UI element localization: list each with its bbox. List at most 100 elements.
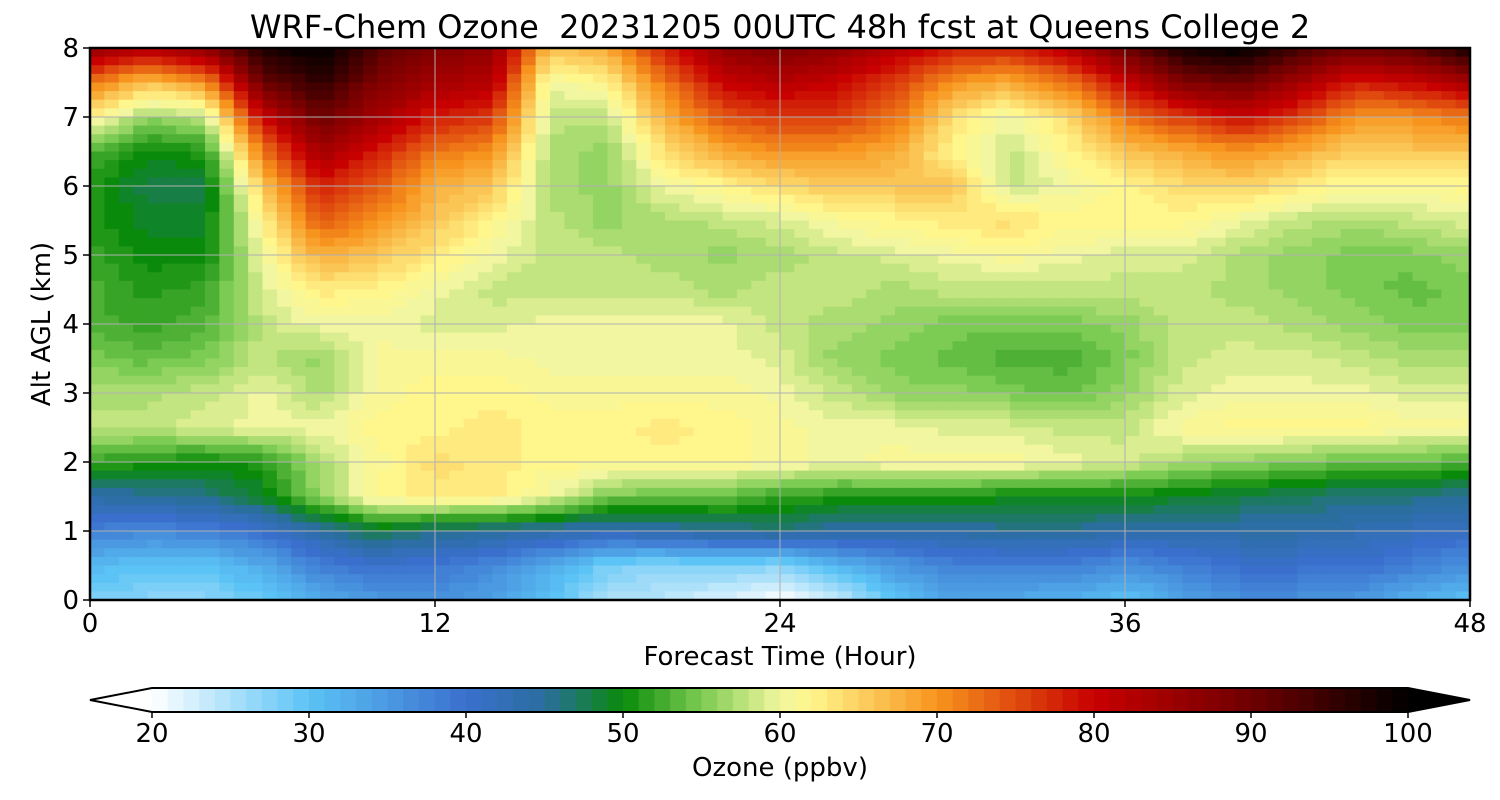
contour-cell: [463, 65, 479, 75]
contour-cell: [1398, 272, 1414, 282]
contour-cell: [722, 479, 738, 489]
contour-cell: [650, 306, 666, 316]
contour-cell: [1196, 142, 1212, 153]
contour-cell: [161, 65, 177, 75]
contour-cell: [1240, 160, 1255, 170]
contour-cell: [593, 341, 609, 351]
contour-cell: [909, 246, 925, 256]
contour-cell: [147, 298, 163, 308]
contour-cell: [377, 436, 393, 446]
contour-cell: [506, 418, 522, 429]
contour-cell: [262, 410, 278, 420]
contour-cell: [621, 117, 637, 127]
contour-cell: [1369, 263, 1385, 273]
contour-cell: [1383, 298, 1399, 308]
contour-cell: [449, 427, 465, 437]
contour-cell: [176, 375, 192, 385]
contour-cell: [291, 220, 307, 230]
contour-cell: [1268, 479, 1284, 489]
contour-cell: [291, 48, 307, 58]
contour-cell: [895, 186, 910, 196]
contour-cell: [334, 99, 350, 109]
contour-cell: [348, 298, 364, 308]
contour-cell: [90, 315, 105, 325]
contour-cell: [780, 436, 795, 446]
contour-cell: [823, 479, 839, 489]
contour-cell: [621, 246, 637, 256]
contour-cell: [161, 237, 177, 247]
contour-cell: [578, 99, 594, 109]
contour-cell: [1196, 134, 1212, 144]
contour-cell: [147, 160, 163, 170]
contour-cell: [1125, 427, 1140, 437]
contour-cell: [981, 341, 997, 351]
contour-cell: [851, 117, 867, 127]
contour-cell: [363, 73, 379, 84]
contour-cell: [794, 401, 810, 411]
contour-cell: [1426, 436, 1442, 446]
contour-cell: [334, 56, 350, 66]
contour-cell: [1297, 211, 1313, 222]
contour-cell: [1340, 332, 1356, 342]
contour-cell: [276, 211, 292, 222]
contour-cell: [90, 393, 105, 403]
contour-cell: [391, 134, 407, 144]
contour-cell: [248, 142, 264, 153]
contour-cell: [1182, 134, 1198, 144]
contour-cell: [391, 410, 407, 420]
contour-cell: [1455, 65, 1470, 75]
contour-cell: [449, 470, 465, 480]
contour-cell: [1125, 444, 1140, 454]
contour-cell: [377, 444, 393, 454]
contour-cell: [650, 263, 666, 273]
contour-cell: [1081, 384, 1097, 394]
contour-cell: [1283, 142, 1299, 153]
contour-cell: [995, 462, 1011, 472]
contour-cell: [851, 125, 867, 135]
contour-cell: [550, 375, 565, 385]
contour-cell: [1024, 203, 1040, 213]
contour-cell: [147, 306, 163, 316]
contour-cell: [262, 393, 278, 403]
contour-cell: [276, 65, 292, 75]
contour-cell: [981, 263, 997, 273]
contour-cell: [1283, 237, 1299, 247]
contour-cell: [1326, 324, 1342, 334]
contour-cell: [578, 427, 594, 437]
contour-cell: [765, 220, 781, 230]
contour-cell: [176, 237, 192, 247]
contour-cell: [90, 151, 105, 161]
contour-cell: [1038, 315, 1054, 325]
contour-cell: [521, 418, 537, 429]
contour-cell: [1168, 306, 1184, 316]
contour-cell: [1225, 160, 1241, 170]
contour-cell: [1383, 289, 1399, 299]
contour-cell: [1297, 393, 1313, 403]
contour-cell: [837, 487, 853, 498]
contour-cell: [363, 56, 379, 66]
contour-cell: [176, 401, 192, 411]
contour-cell: [1024, 401, 1040, 411]
contour-cell: [1441, 272, 1457, 282]
contour-cell: [1024, 125, 1040, 135]
contour-cell: [133, 220, 149, 230]
contour-cell: [823, 56, 839, 66]
contour-cell: [248, 151, 264, 161]
contour-cell: [880, 393, 896, 403]
contour-cell: [995, 263, 1011, 273]
contour-cell: [118, 177, 134, 187]
contour-cell: [1010, 384, 1025, 394]
contour-cell: [851, 444, 867, 454]
contour-cell: [593, 462, 609, 472]
contour-cell: [118, 237, 134, 247]
contour-cell: [506, 272, 522, 282]
contour-cell: [1369, 99, 1385, 109]
contour-cell: [1081, 73, 1097, 84]
contour-cell: [995, 410, 1011, 420]
contour-cell: [118, 56, 134, 66]
contour-cell: [780, 142, 795, 153]
contour-cell: [1398, 186, 1414, 196]
contour-cell: [736, 125, 752, 135]
contour-cell: [1081, 65, 1097, 75]
contour-cell: [219, 117, 235, 127]
